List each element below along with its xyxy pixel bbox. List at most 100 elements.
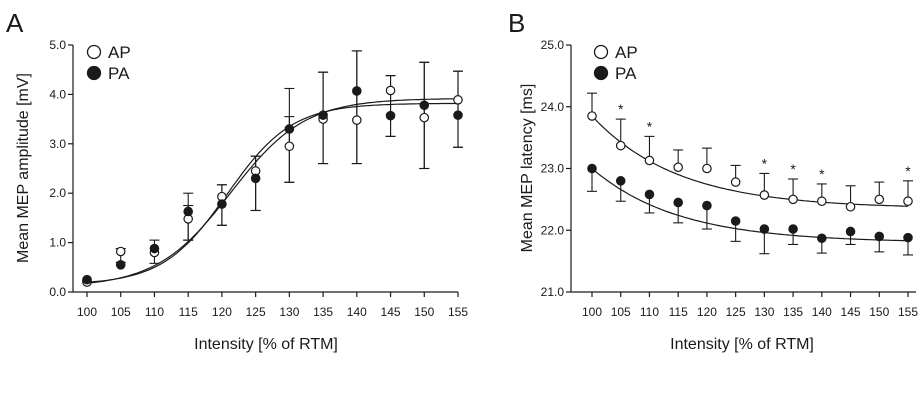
data-point-pa xyxy=(845,226,856,237)
y-tick-label: 4.0 xyxy=(49,87,66,101)
data-point-ap xyxy=(587,111,597,121)
y-tick-label: 22.0 xyxy=(541,223,565,237)
x-tick-label: 100 xyxy=(582,305,602,319)
data-point-ap xyxy=(419,112,430,123)
significance-marker: * xyxy=(647,118,653,134)
x-tick-label: 115 xyxy=(179,305,198,319)
legend-ap-label: AP xyxy=(615,43,638,62)
y-tick-label: 21.0 xyxy=(541,285,565,299)
data-point-pa xyxy=(903,232,913,243)
data-point-pa xyxy=(788,224,798,234)
y-tick-label: 23.0 xyxy=(541,162,565,176)
x-tick-label: 155 xyxy=(898,305,918,319)
fit-curve-ap xyxy=(86,98,458,284)
panel-b-marks: 21.0 22.0 23.0 24.0 25.0 100 105 110 115 120 125 13… xyxy=(541,38,919,319)
x-tick-label: 130 xyxy=(754,305,774,319)
data-point-ap xyxy=(788,194,798,205)
data-point-pa xyxy=(817,233,827,244)
y-tick-label: 24.0 xyxy=(541,100,565,114)
data-point-ap xyxy=(874,194,885,205)
x-tick-label: 150 xyxy=(869,305,889,319)
x-tick-label: 130 xyxy=(279,305,299,319)
x-tick-label: 145 xyxy=(841,305,861,319)
significance-marker: * xyxy=(819,166,825,182)
x-tick-label: 120 xyxy=(697,305,717,319)
data-point-ap xyxy=(385,85,396,96)
panel-a-marks: 0.0 1.0 2.0 3.0 4.0 5.0 100 105 110 115 120 125 130 1… xyxy=(49,38,468,319)
x-tick-label: 125 xyxy=(726,305,746,319)
significance-marker: * xyxy=(905,163,911,179)
panel-b: B Intensity [% of RTM] Mean MEP latency … xyxy=(508,8,916,353)
data-point-ap xyxy=(615,140,626,151)
data-point-ap xyxy=(759,190,770,200)
x-tick-label: 145 xyxy=(381,305,401,319)
x-tick-label: 115 xyxy=(669,305,688,319)
data-point-pa xyxy=(587,163,597,174)
y-tick-label: 5.0 xyxy=(49,38,66,52)
significance-marker: * xyxy=(618,101,624,117)
data-point-pa xyxy=(149,243,160,254)
panel-a: A Intensity [% of RTM] Mean MEP amplitud… xyxy=(6,8,458,353)
x-tick-label: 100 xyxy=(77,305,97,319)
legend-ap-label: AP xyxy=(108,43,131,62)
panel-a-legend: AP PA xyxy=(86,43,131,83)
x-tick-label: 110 xyxy=(640,305,659,319)
y-tick-label: 0.0 xyxy=(49,285,66,299)
data-point-pa xyxy=(673,197,683,208)
fit-curve-pa xyxy=(86,102,459,283)
y-tick-label: 2.0 xyxy=(49,186,66,200)
data-point-ap xyxy=(115,246,126,257)
data-point-pa xyxy=(352,86,362,96)
legend-pa-marker xyxy=(86,65,102,81)
fit-curve-pa xyxy=(591,168,909,242)
data-point-pa xyxy=(759,224,770,234)
significance-marker: * xyxy=(790,161,796,177)
panel-b-ylabel: Mean MEP latency [ms] xyxy=(519,84,536,253)
legend-ap-marker xyxy=(86,44,102,60)
data-point-ap xyxy=(730,177,741,187)
x-tick-label: 155 xyxy=(448,305,468,319)
data-point-ap xyxy=(673,162,683,173)
panel-b-letter: B xyxy=(508,8,525,38)
data-point-ap xyxy=(284,141,295,152)
data-point-pa xyxy=(702,200,712,211)
x-tick-label: 120 xyxy=(212,305,232,319)
data-point-pa xyxy=(250,173,261,184)
significance-marker: * xyxy=(762,155,768,171)
x-tick-label: 140 xyxy=(347,305,367,319)
data-point-ap xyxy=(817,196,827,207)
panel-a-xlabel: Intensity [% of RTM] xyxy=(194,336,338,353)
panel-a-letter: A xyxy=(6,8,24,38)
data-point-ap xyxy=(845,201,856,212)
x-tick-label: 110 xyxy=(145,305,164,319)
data-point-pa xyxy=(82,274,92,285)
data-point-pa xyxy=(453,110,463,120)
legend-pa-marker xyxy=(593,65,609,81)
data-point-pa xyxy=(615,176,626,186)
data-point-ap xyxy=(702,163,712,174)
data-point-pa xyxy=(115,260,126,270)
panel-b-xlabel: Intensity [% of RTM] xyxy=(670,336,814,353)
fit-curve-ap xyxy=(591,115,909,207)
data-point-pa xyxy=(318,110,328,120)
chart-marks: 0.0 1.0 2.0 3.0 4.0 5.0 100 105 110 115 120 125 130 1… xyxy=(49,38,918,319)
x-tick-label: 105 xyxy=(611,305,631,319)
data-point-pa xyxy=(419,100,430,111)
data-point-pa xyxy=(874,231,885,242)
data-point-ap xyxy=(453,95,463,105)
x-tick-label: 105 xyxy=(111,305,131,319)
x-tick-label: 125 xyxy=(246,305,266,319)
x-tick-label: 150 xyxy=(414,305,434,319)
legend-pa-label: PA xyxy=(615,64,637,83)
panel-a-ylabel: Mean MEP amplitude [mV] xyxy=(15,73,32,263)
data-point-ap xyxy=(352,115,362,125)
legend-pa-label: PA xyxy=(108,64,130,83)
panel-b-legend: AP PA xyxy=(593,43,638,83)
data-point-pa xyxy=(385,110,396,121)
x-tick-label: 135 xyxy=(313,305,333,319)
x-tick-label: 135 xyxy=(783,305,803,319)
legend-ap-marker xyxy=(593,44,609,60)
data-point-pa xyxy=(730,216,741,226)
y-tick-label: 1.0 xyxy=(49,236,66,250)
